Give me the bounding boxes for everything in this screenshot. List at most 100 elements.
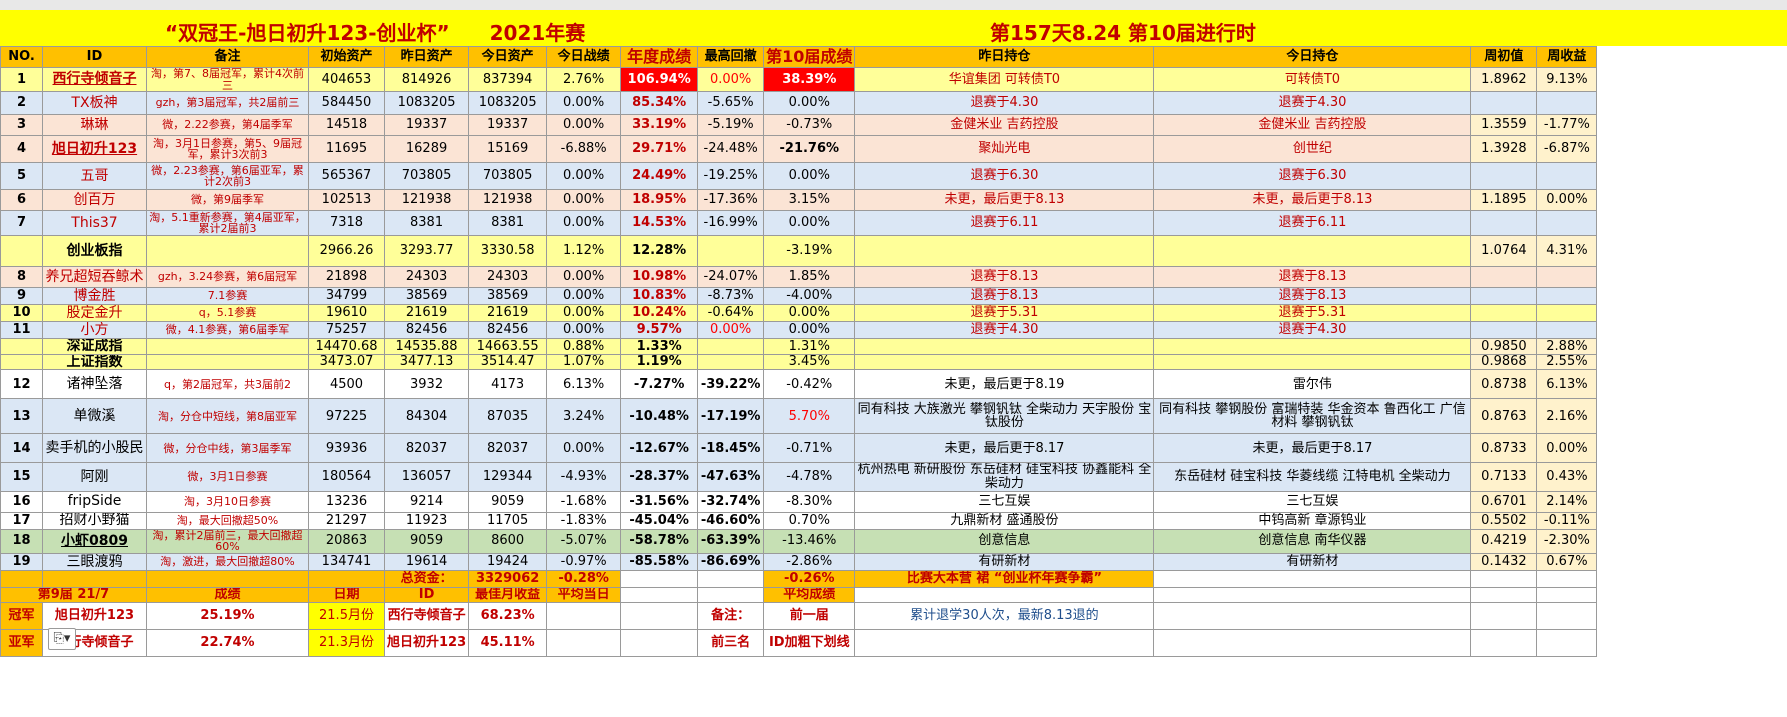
cell-hy[interactable]: 退赛于5.31 xyxy=(854,304,1155,323)
cell-cur[interactable]: 0.00% xyxy=(763,304,856,323)
cell-no[interactable]: 19 xyxy=(0,552,43,571)
cell-day[interactable]: 0.00% xyxy=(546,433,622,464)
cell-yest[interactable]: 1083205 xyxy=(383,91,470,116)
cell-year[interactable]: 10.24% xyxy=(620,304,699,323)
cell-init[interactable]: 21297 xyxy=(308,511,385,530)
cell-dd[interactable]: -24.48% xyxy=(697,135,765,164)
cell-day[interactable]: -5.07% xyxy=(546,528,622,554)
cell-dd[interactable]: -39.22% xyxy=(697,369,765,400)
cell-day[interactable]: -4.93% xyxy=(546,462,622,492)
runner-date[interactable]: 21.3月份 xyxy=(308,628,385,657)
cell-year[interactable]: 10.83% xyxy=(620,287,699,306)
runner-best[interactable]: 45.11% xyxy=(468,628,548,657)
cell-hy[interactable] xyxy=(854,353,1155,371)
cell-today[interactable]: 24303 xyxy=(468,266,548,289)
cell-ht[interactable] xyxy=(1153,353,1472,371)
cell-dd[interactable]: -46.60% xyxy=(697,511,765,530)
cell-no[interactable]: 13 xyxy=(0,398,43,435)
cell-day[interactable]: 0.00% xyxy=(546,321,622,340)
cell-day[interactable]: 2.76% xyxy=(546,66,622,93)
cell-note[interactable]: q，第2届冠军，共3届前2 xyxy=(146,369,309,400)
cell-yest[interactable]: 121938 xyxy=(383,189,470,212)
cell-id[interactable]: 卖手机的小股民 xyxy=(42,433,147,464)
cell-year[interactable]: 12.28% xyxy=(620,235,699,268)
cell-wr[interactable]: 2.88% xyxy=(1536,338,1598,355)
champion-score[interactable]: 25.19% xyxy=(146,601,309,630)
cell-wk[interactable]: 1.8962 xyxy=(1470,66,1538,93)
cell-hy[interactable]: 未更，最后更于8.17 xyxy=(854,433,1155,464)
cell-today[interactable]: 837394 xyxy=(468,66,548,93)
cell-year[interactable]: 1.19% xyxy=(620,353,699,371)
cell-year[interactable]: 33.19% xyxy=(620,114,699,137)
cell-today[interactable]: 82456 xyxy=(468,321,548,340)
cell-no[interactable] xyxy=(0,235,43,268)
cell-day[interactable]: -0.97% xyxy=(546,552,622,571)
cell-yest[interactable]: 814926 xyxy=(383,66,470,93)
cell-no[interactable]: 5 xyxy=(0,162,43,191)
cell-year[interactable]: 9.57% xyxy=(620,321,699,340)
cell-cur[interactable]: -21.76% xyxy=(763,135,856,164)
cell-note[interactable]: gzh，第3届冠军，共2届前三 xyxy=(146,91,309,116)
cell-yest[interactable]: 9059 xyxy=(383,528,470,554)
cell-wk[interactable]: 0.8763 xyxy=(1470,398,1538,435)
cell-year[interactable]: -12.67% xyxy=(620,433,699,464)
cell-no[interactable]: 1 xyxy=(0,66,43,93)
cell-today[interactable]: 82037 xyxy=(468,433,548,464)
cell-cur[interactable]: -0.73% xyxy=(763,114,856,137)
champion-date[interactable]: 21.5月份 xyxy=(308,601,385,630)
cell-hy[interactable] xyxy=(854,235,1155,268)
cell-day[interactable]: 0.00% xyxy=(546,266,622,289)
cell-cur[interactable]: -3.19% xyxy=(763,235,856,268)
cell-wr[interactable]: 0.00% xyxy=(1536,189,1598,212)
cell-wr[interactable]: 2.14% xyxy=(1536,490,1598,513)
cell-wk[interactable]: 0.1432 xyxy=(1470,552,1538,571)
champion-id[interactable]: 旭日初升123 xyxy=(42,601,147,630)
cell-year[interactable]: 14.53% xyxy=(620,210,699,237)
cell-year[interactable]: -7.27% xyxy=(620,369,699,400)
cell-hy[interactable]: 退赛于4.30 xyxy=(854,321,1155,340)
cell-no[interactable]: 4 xyxy=(0,135,43,164)
cell-ht[interactable]: 东岳硅材 硅宝科技 华菱线缆 江特电机 全柴动力 xyxy=(1153,462,1472,492)
cell-year[interactable]: -45.04% xyxy=(620,511,699,530)
cell-ht[interactable]: 三七互娱 xyxy=(1153,490,1472,513)
cell-year[interactable]: 18.95% xyxy=(620,189,699,212)
cell-init[interactable]: 11695 xyxy=(308,135,385,164)
runner-score[interactable]: 22.74% xyxy=(146,628,309,657)
cell-yest[interactable]: 3932 xyxy=(383,369,470,400)
cell-wr[interactable]: 4.31% xyxy=(1536,235,1598,268)
cell-today[interactable]: 121938 xyxy=(468,189,548,212)
cell-hy[interactable]: 退赛于8.13 xyxy=(854,266,1155,289)
cell-note[interactable]: 微，分仓中线，第3届季军 xyxy=(146,433,309,464)
cell-id[interactable]: 创百万 xyxy=(42,189,147,212)
cell-yest[interactable]: 19337 xyxy=(383,114,470,137)
cell-wk[interactable] xyxy=(1470,321,1538,340)
cell-no[interactable]: 2 xyxy=(0,91,43,116)
cell-no[interactable]: 6 xyxy=(0,189,43,212)
cell-hy[interactable]: 未更，最后更于8.13 xyxy=(854,189,1155,212)
cell-yest[interactable]: 38569 xyxy=(383,287,470,306)
cell-note[interactable]: 淘，分仓中短线，第8届亚军 xyxy=(146,398,309,435)
cell-year[interactable]: -58.78% xyxy=(620,528,699,554)
cell-no[interactable] xyxy=(0,353,43,371)
cell-note[interactable]: 微，3月1日参赛 xyxy=(146,462,309,492)
cell-init[interactable]: 3473.07 xyxy=(308,353,385,371)
cell-id[interactable]: 小方 xyxy=(42,321,147,340)
cell-ht[interactable]: 创意信息 南华仪器 xyxy=(1153,528,1472,554)
cell-no[interactable]: 14 xyxy=(0,433,43,464)
cell-wk[interactable] xyxy=(1470,304,1538,323)
cell-init[interactable]: 134741 xyxy=(308,552,385,571)
cell-dd[interactable]: -5.19% xyxy=(697,114,765,137)
cell-yest[interactable]: 703805 xyxy=(383,162,470,191)
cell-init[interactable]: 14518 xyxy=(308,114,385,137)
cell-year[interactable]: 29.71% xyxy=(620,135,699,164)
cell-no[interactable]: 16 xyxy=(0,490,43,513)
cell-id[interactable]: 三眼渡鸦 xyxy=(42,552,147,571)
cell-cur[interactable]: 0.70% xyxy=(763,511,856,530)
cell-no[interactable]: 15 xyxy=(0,462,43,492)
cell-id[interactable]: This37 xyxy=(42,210,147,237)
total-value[interactable]: 3329062 xyxy=(468,569,548,588)
cell-dd[interactable] xyxy=(697,235,765,268)
cell-day[interactable]: 3.24% xyxy=(546,398,622,435)
cell-year[interactable]: 1.33% xyxy=(620,338,699,355)
champion-best[interactable]: 68.23% xyxy=(468,601,548,630)
